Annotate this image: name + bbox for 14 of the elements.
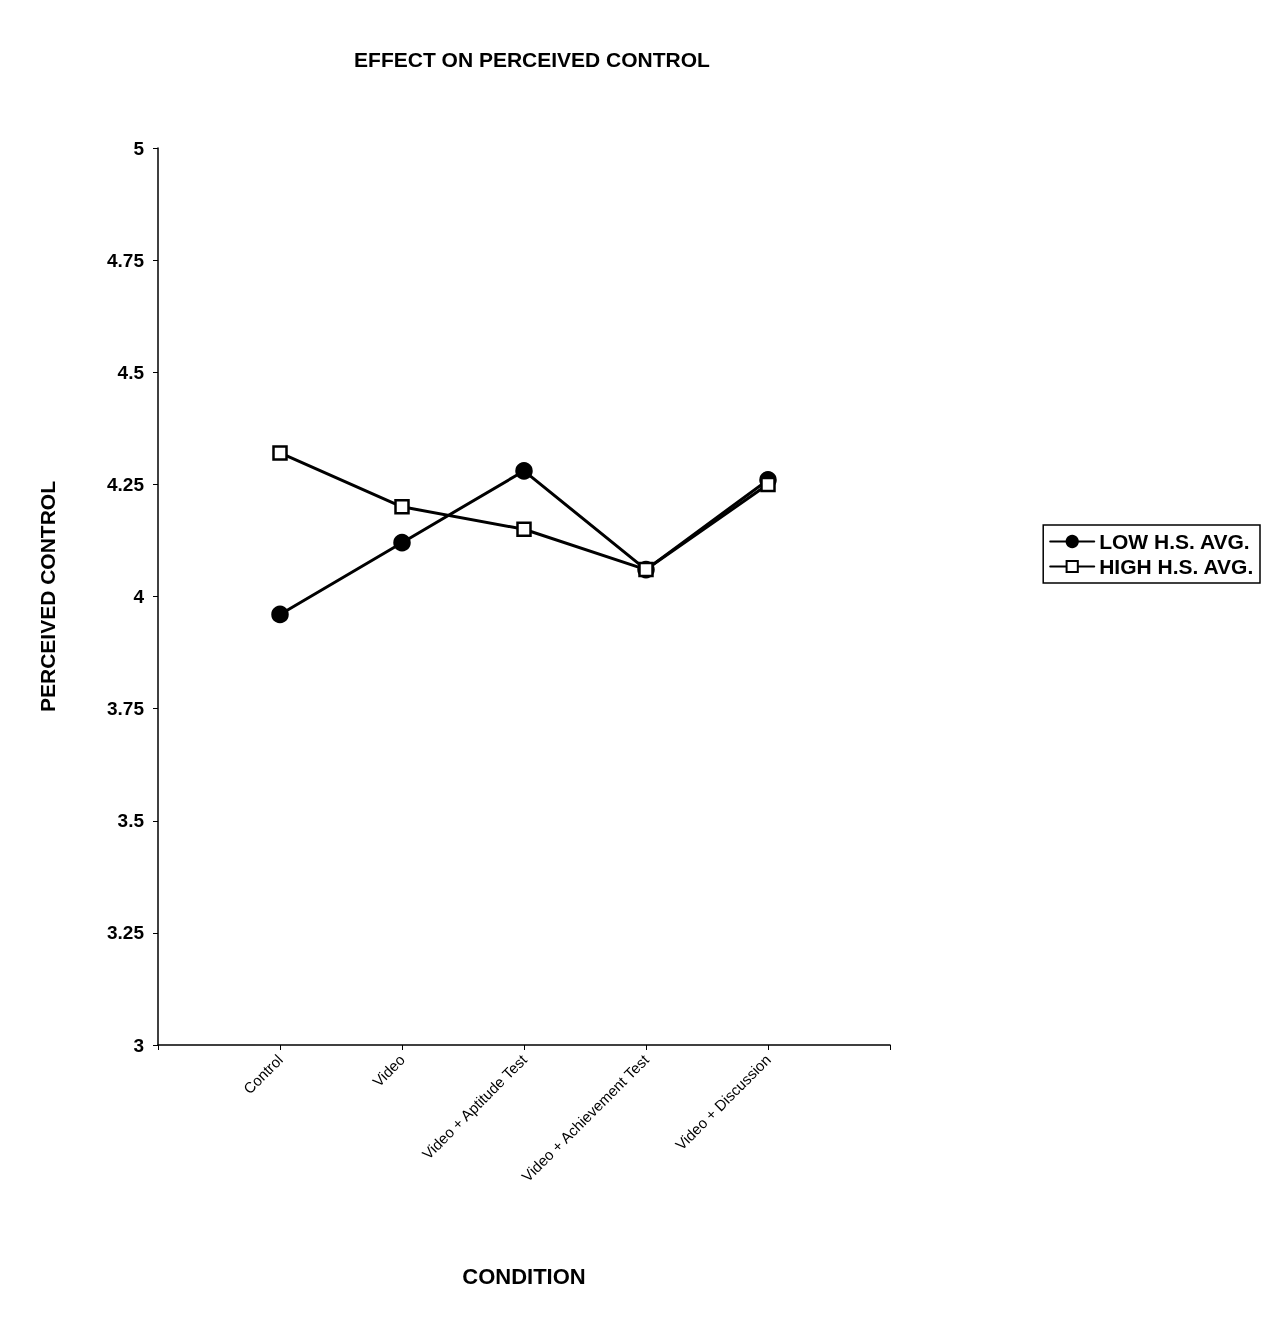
y-tick-label: 3.75: [107, 698, 145, 720]
y-tick-label: 4.75: [107, 249, 145, 271]
y-tick-label: 4: [133, 586, 145, 607]
legend-label: HIGH H.S. AVG.: [1099, 555, 1254, 578]
y-tick-label: 4.5: [117, 361, 145, 383]
y-tick-label: 3.25: [107, 922, 145, 944]
y-tick-label: 3: [133, 1034, 144, 1056]
y-axis-title: PERCEIVED CONTROL: [36, 480, 59, 713]
y-tick-label: 4.25: [107, 473, 145, 495]
y-tick-label: 5: [133, 137, 145, 159]
chart-title: EFFECT ON PERCEIVED CONTROL: [354, 48, 711, 71]
y-tick-label: 3.5: [117, 810, 145, 832]
x-axis-title: CONDITION: [462, 1263, 586, 1289]
legend-label: LOW H.S. AVG.: [1099, 530, 1250, 553]
